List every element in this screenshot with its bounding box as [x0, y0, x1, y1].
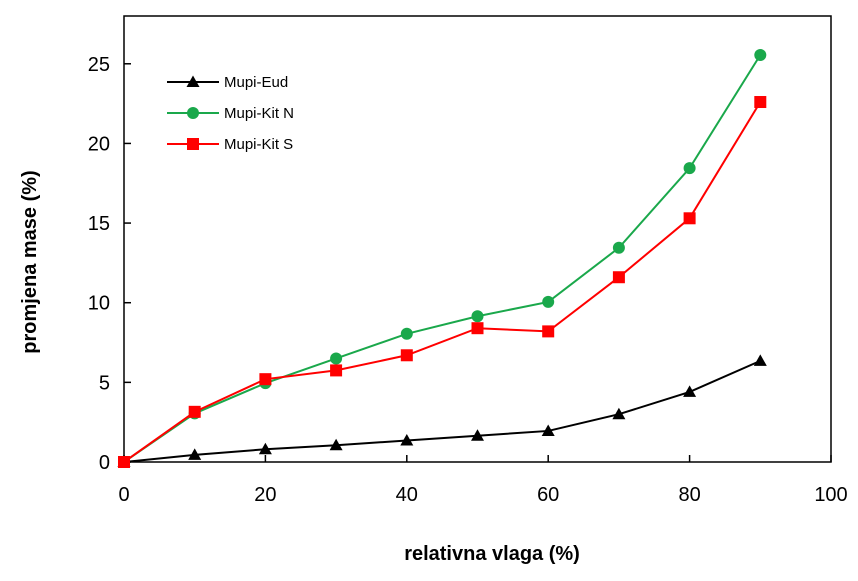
x-tick-label: 0	[118, 484, 129, 506]
y-tick-label: 10	[88, 293, 110, 315]
legend-label: Mupi-Kit N	[224, 105, 294, 122]
data-point	[188, 405, 201, 418]
legend-marker	[187, 107, 199, 119]
x-tick-label: 40	[396, 484, 418, 506]
x-tick-label: 60	[537, 484, 559, 506]
data-point	[542, 325, 555, 338]
data-point	[542, 295, 555, 308]
data-point	[400, 327, 413, 340]
data-point	[612, 271, 625, 284]
series-line	[123, 101, 762, 463]
plot-area	[123, 15, 832, 463]
legend-item: Mupi-Kit N	[167, 105, 294, 122]
data-point	[400, 349, 413, 362]
y-tick-label: 0	[99, 452, 110, 474]
data-point	[258, 442, 272, 455]
legend-marker	[186, 75, 200, 87]
data-point	[330, 364, 343, 377]
data-point	[400, 433, 414, 446]
data-point	[259, 373, 272, 386]
y-axis-title: promjena mase (%)	[19, 170, 41, 353]
y-axis: 0 5 10 15 20 25	[88, 54, 131, 474]
data-point	[754, 49, 767, 62]
series-line	[123, 359, 761, 463]
legend-label: Mupi-Kit S	[224, 136, 293, 153]
y-tick-label: 5	[99, 372, 110, 394]
y-tick-label: 25	[88, 54, 110, 76]
series-mupi-kit-s	[118, 96, 767, 468]
data-point	[188, 448, 202, 460]
legend-item: Mupi-Eud	[167, 74, 288, 91]
x-tick-label: 20	[254, 484, 276, 506]
data-point	[471, 310, 484, 323]
data-point	[329, 438, 343, 451]
legend-label: Mupi-Eud	[224, 74, 288, 91]
data-point	[683, 385, 697, 397]
legend-item: Mupi-Kit S	[167, 136, 293, 153]
data-point	[612, 407, 626, 420]
y-tick-label: 15	[88, 213, 110, 235]
x-axis: 0 20 40 60 80 100	[118, 455, 848, 506]
data-point	[683, 212, 696, 225]
x-tick-label: 80	[678, 484, 700, 506]
data-point	[118, 456, 130, 468]
data-point	[612, 241, 625, 254]
legend-marker	[187, 138, 199, 150]
legend: Mupi-Eud Mupi-Kit N Mupi-Kit S	[167, 74, 294, 153]
series-line	[123, 54, 762, 463]
x-tick-label: 100	[814, 484, 847, 506]
y-tick-label: 20	[88, 133, 110, 155]
data-point	[683, 162, 696, 175]
x-axis-title: relativna vlaga (%)	[404, 543, 580, 565]
data-point	[753, 354, 767, 366]
data-point	[330, 352, 343, 365]
data-point	[471, 429, 484, 441]
data-point	[754, 96, 767, 109]
data-point	[471, 322, 484, 335]
series-layer	[117, 49, 767, 468]
data-point	[541, 424, 555, 436]
